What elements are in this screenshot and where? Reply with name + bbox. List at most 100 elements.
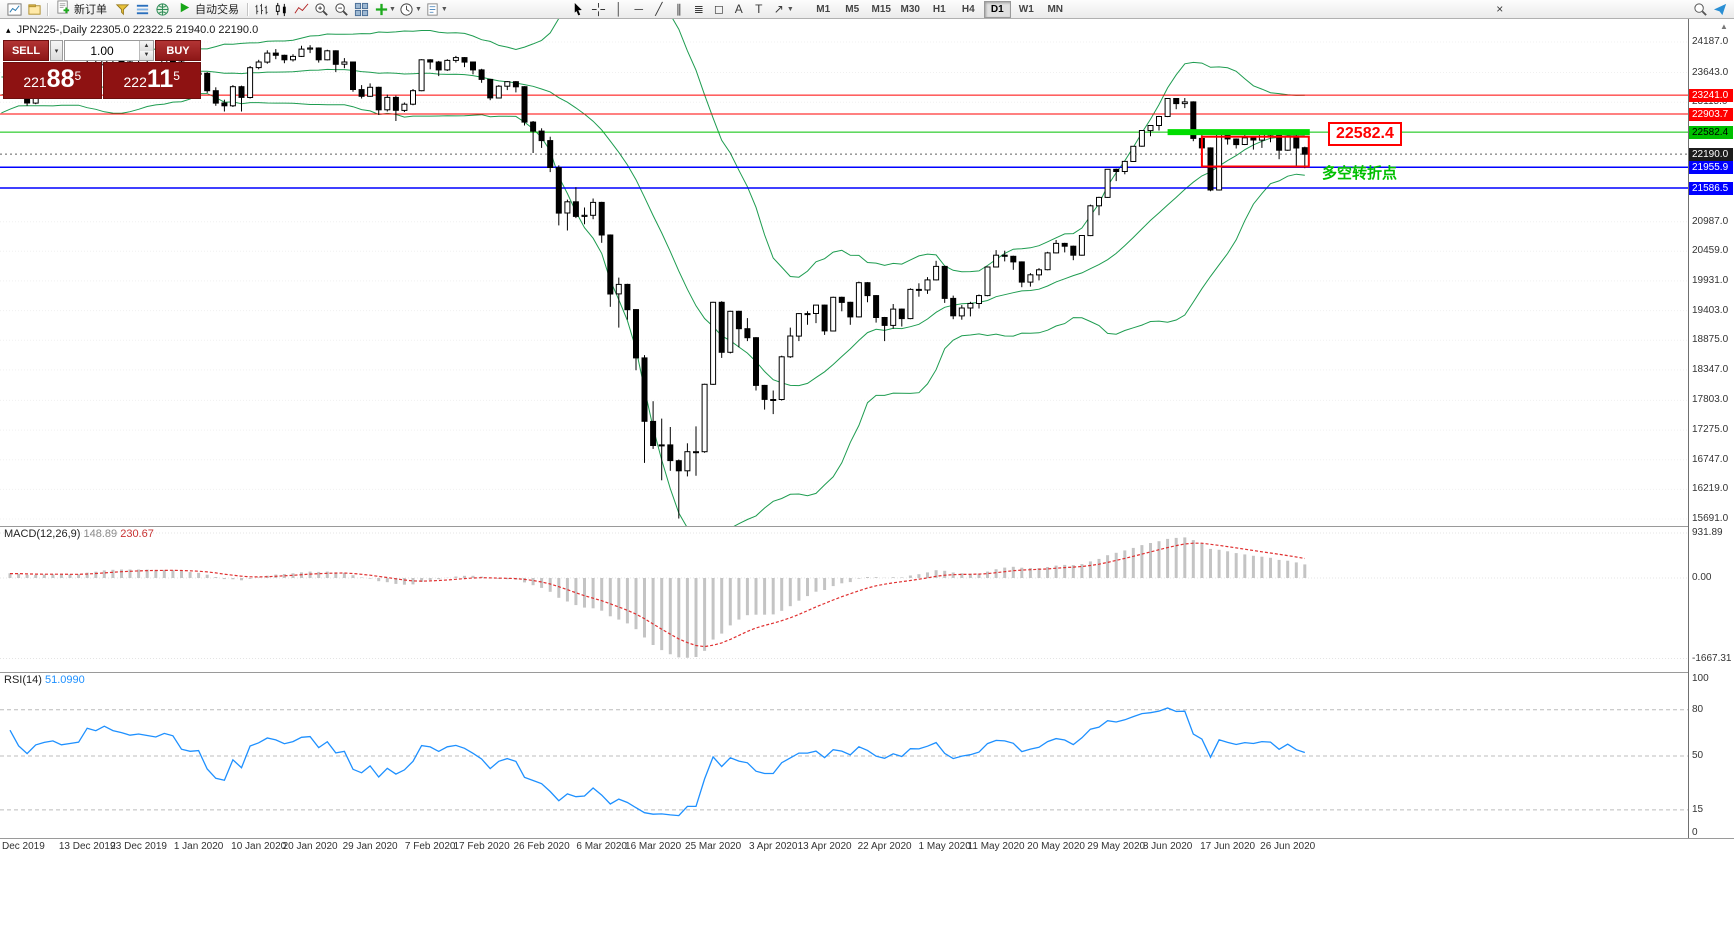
volume-down-icon[interactable]: ▼ — [140, 50, 153, 60]
buy-price-big: 11 — [146, 65, 174, 93]
date-label: 17 Jun 2020 — [1200, 841, 1256, 852]
date-label: 29 May 2020 — [1087, 841, 1146, 852]
timeframe-d1-button[interactable]: D1 — [983, 0, 1011, 18]
pane-splitter-rsi[interactable] — [0, 672, 1734, 673]
vertical-line-icon[interactable]: │ — [615, 2, 623, 16]
metaeditor-icon[interactable] — [112, 1, 132, 18]
order-options-dropdown[interactable]: ▾ — [50, 40, 63, 61]
cursor-icon[interactable] — [569, 1, 589, 18]
time-axis-separator — [0, 838, 1734, 839]
buy-button[interactable]: BUY — [155, 40, 201, 61]
price-line-chip: 21586.5 — [1689, 181, 1733, 195]
one-click-toggle-icon[interactable]: ▴ — [6, 25, 11, 35]
price-chart[interactable] — [0, 19, 1688, 526]
line-chart-icon[interactable] — [291, 1, 311, 18]
date-label: 26 Jun 2020 — [1260, 841, 1316, 852]
date-label: 1 May 2020 — [918, 841, 971, 852]
arrows-icon-caret[interactable]: ▼ — [786, 5, 794, 13]
rsi-tick-label: 80 — [1692, 703, 1704, 715]
macd-tick-label: -1667.31 — [1692, 652, 1732, 664]
equidistant-channel-icon[interactable]: ∥ — [675, 2, 682, 16]
bollinger-lower-band — [1, 93, 1305, 526]
bar-chart-icon[interactable] — [251, 1, 271, 18]
templates-icon[interactable] — [423, 1, 443, 18]
date-label: 6 Mar 2020 — [576, 841, 627, 852]
price-tick-label: 17803.0 — [1692, 394, 1729, 406]
chart-window[interactable]: 24187.0 23643.0 23115.0 20987.0 20459.0 19931… — [0, 19, 1734, 949]
zoom-in-icon[interactable] — [311, 1, 331, 18]
price-tick-label: 17275.0 — [1692, 424, 1729, 436]
text-icon[interactable]: A — [734, 2, 743, 16]
periods-icon[interactable] — [397, 1, 417, 18]
search-icon[interactable] — [1690, 1, 1710, 18]
date-label: 20 May 2020 — [1027, 841, 1085, 852]
date-label: 8 Jun 2020 — [1142, 841, 1193, 852]
timeframe-m15-button[interactable]: M15 — [871, 3, 891, 15]
sell-button[interactable]: SELL — [3, 40, 49, 61]
profiles-icon[interactable] — [24, 1, 44, 18]
price-line-chip: 22582.4 — [1689, 125, 1733, 139]
navigator-icon[interactable] — [152, 1, 172, 18]
rsi-label: RSI(14) 51.0990 — [4, 674, 85, 686]
date-label: 26 Feb 2020 — [513, 841, 570, 852]
volume-input[interactable] — [65, 41, 139, 60]
price-tick-label: 20459.0 — [1692, 245, 1729, 257]
candlestick-icon[interactable] — [271, 1, 291, 18]
market-watch-icon[interactable] — [132, 1, 152, 18]
crosshair-icon[interactable] — [589, 1, 609, 18]
sell-price[interactable]: 221 88 5 — [3, 62, 102, 99]
volume-up-icon[interactable]: ▲ — [140, 41, 153, 51]
indicators-icon-caret[interactable]: ▼ — [389, 5, 396, 13]
rsi-pane[interactable] — [0, 673, 1688, 838]
price-callout[interactable]: 22582.4 — [1328, 122, 1402, 146]
timeframe-h4-button[interactable]: H4 — [961, 3, 975, 15]
text-label-icon[interactable]: T — [755, 2, 763, 16]
date-label: 22 Apr 2020 — [857, 841, 912, 852]
timeframe-mn-button[interactable]: MN — [1047, 3, 1064, 15]
timeframe-m30-button[interactable]: M30 — [900, 3, 920, 15]
new-chart-icon[interactable] — [4, 1, 24, 18]
zoom-out-icon[interactable] — [331, 1, 351, 18]
rsi-tick-label: 0 — [1692, 827, 1698, 838]
horizontal-line-icon[interactable]: ─ — [634, 2, 644, 16]
community-icon[interactable] — [1710, 1, 1730, 18]
autotrading-button[interactable]: 自动交易 — [172, 1, 244, 18]
autotrading-button-label: 自动交易 — [195, 4, 239, 16]
fibonacci-icon[interactable]: ≣ — [693, 2, 704, 16]
new-order-button-label: 新订单 — [74, 4, 107, 16]
date-label: 10 Jan 2020 — [231, 841, 287, 852]
timeframe-m1-button[interactable]: M1 — [816, 3, 831, 15]
date-label: 11 May 2020 — [967, 841, 1025, 852]
price-tick-label: 19403.0 — [1692, 304, 1729, 316]
templates-icon-caret[interactable]: ▼ — [440, 5, 448, 13]
tile-windows-icon[interactable] — [351, 1, 371, 18]
consolidation-rectangle[interactable] — [1200, 135, 1310, 168]
periods-icon-caret[interactable]: ▼ — [414, 5, 422, 13]
date-label: 17 Feb 2020 — [453, 841, 510, 852]
close-icon[interactable]: × — [1496, 2, 1504, 16]
indicators-icon[interactable] — [371, 1, 391, 18]
timeframe-w1-button[interactable]: W1 — [1018, 3, 1034, 15]
scroll-up-icon[interactable]: ▲ — [1720, 22, 1728, 31]
buy-price[interactable]: 222 11 5 — [102, 62, 201, 99]
timeframe-h1-button[interactable]: H1 — [932, 3, 946, 15]
macd-signal-line — [10, 542, 1305, 648]
buy-price-sup: 5 — [173, 69, 180, 83]
arrows-icon[interactable]: ↗ — [773, 2, 784, 16]
timeframe-m5-button[interactable]: M5 — [845, 3, 860, 15]
pane-splitter-macd[interactable] — [0, 526, 1734, 527]
symbol-period-label: JPN225-,Daily — [16, 24, 87, 36]
sell-price-small: 221 — [23, 74, 47, 90]
shapes-icon[interactable]: ◻ — [713, 2, 724, 16]
price-line-chip: 22903.7 — [1689, 107, 1733, 121]
macd-pane[interactable] — [0, 527, 1688, 672]
date-label: 20 Jan 2020 — [282, 841, 338, 852]
new-order-button[interactable]: 新订单 — [51, 0, 112, 18]
trendline-icon[interactable]: ╱ — [655, 2, 663, 16]
date-label: 3 Apr 2020 — [749, 841, 798, 852]
volume-spinner[interactable]: ▲ ▼ — [139, 41, 153, 60]
date-label: 23 Dec 2019 — [110, 841, 167, 852]
text-annotation[interactable]: 多空转折点 — [1322, 165, 1398, 182]
rsi-tick-label: 15 — [1692, 803, 1704, 815]
